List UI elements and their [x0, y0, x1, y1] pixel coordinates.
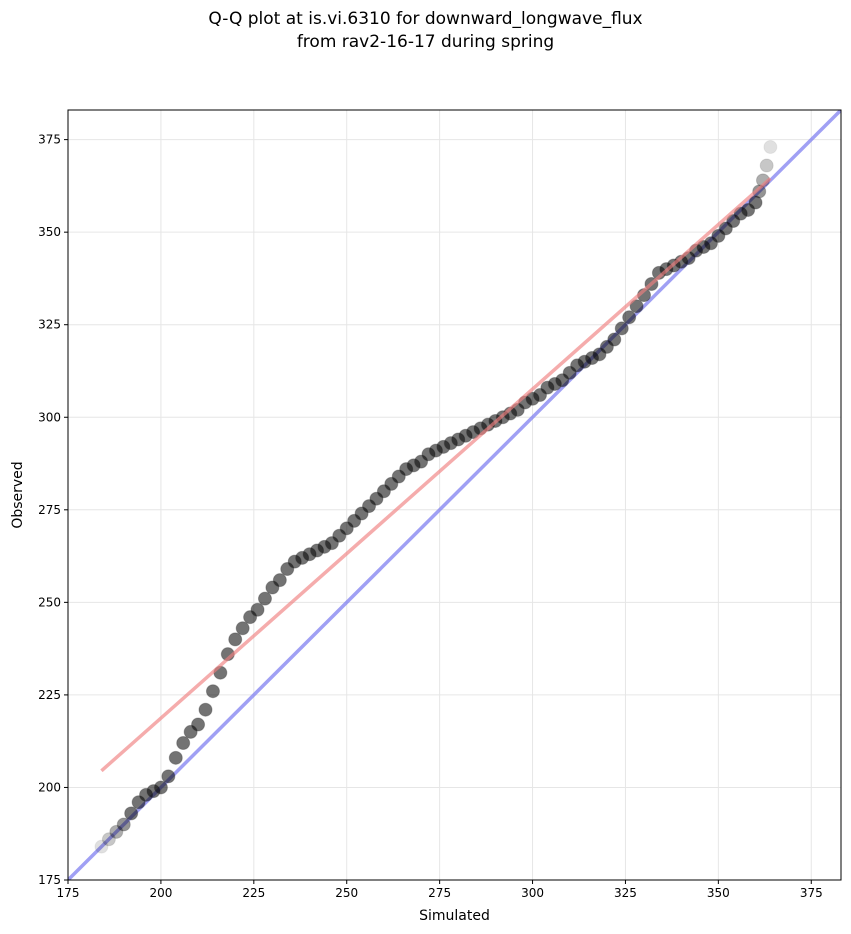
- x-tick-label: 275: [428, 886, 451, 900]
- data-point: [235, 621, 250, 636]
- data-point: [153, 780, 168, 795]
- data-point: [250, 602, 265, 617]
- data-point: [161, 769, 176, 784]
- axes-frame: [67, 109, 842, 881]
- data-point: [116, 817, 131, 832]
- x-tick-label: 325: [614, 886, 637, 900]
- y-tick-label: 350: [38, 225, 61, 239]
- y-tick-label: 275: [38, 503, 61, 517]
- x-tick-label: 350: [707, 886, 730, 900]
- data-point: [176, 736, 191, 751]
- data-point: [191, 717, 206, 732]
- data-point: [168, 750, 183, 765]
- x-tick-label: 175: [57, 886, 80, 900]
- ticks: 175 200 225 250 275 300 325 350 375 175 200 225 250 2…: [38, 133, 823, 900]
- y-tick-label: 375: [38, 133, 61, 147]
- data-point: [205, 684, 220, 699]
- y-tick-label: 300: [38, 410, 61, 424]
- data-point: [614, 321, 629, 336]
- data-point: [124, 806, 139, 821]
- plot-area: [68, 110, 841, 880]
- y-tick-label: 250: [38, 595, 61, 609]
- fit-line: [100, 177, 772, 773]
- data-point: [272, 573, 287, 588]
- y-tick-label: 175: [38, 873, 61, 887]
- x-tick-label: 375: [800, 886, 823, 900]
- x-axis-label: Simulated: [419, 908, 490, 924]
- data-point: [622, 310, 637, 325]
- data-point: [748, 195, 763, 210]
- data-point: [607, 332, 622, 347]
- data-point: [752, 184, 767, 199]
- x-tick-label: 250: [335, 886, 358, 900]
- x-tick-label: 225: [242, 886, 265, 900]
- y-tick-label: 325: [38, 318, 61, 332]
- data-point: [629, 299, 644, 314]
- data-point: [763, 140, 778, 155]
- data-point: [101, 832, 116, 847]
- data-point: [257, 591, 272, 606]
- data-point: [94, 839, 109, 854]
- chart-title-line1: Q-Q plot at is.vi.6310 for downward_long…: [208, 9, 643, 29]
- data-point: [759, 158, 774, 173]
- data-point: [109, 824, 124, 839]
- data-point: [228, 632, 243, 647]
- chart-title: Q-Q plot at is.vi.6310 for downward_long…: [0, 8, 851, 54]
- y-tick-label: 200: [38, 780, 61, 794]
- data-point: [198, 702, 213, 717]
- y-axis-label: Observed: [10, 461, 26, 528]
- y-tick-label: 225: [38, 688, 61, 702]
- x-tick-label: 300: [521, 886, 544, 900]
- x-tick-label: 200: [149, 886, 172, 900]
- chart-title-line2: from rav2-16-17 during spring: [296, 32, 555, 52]
